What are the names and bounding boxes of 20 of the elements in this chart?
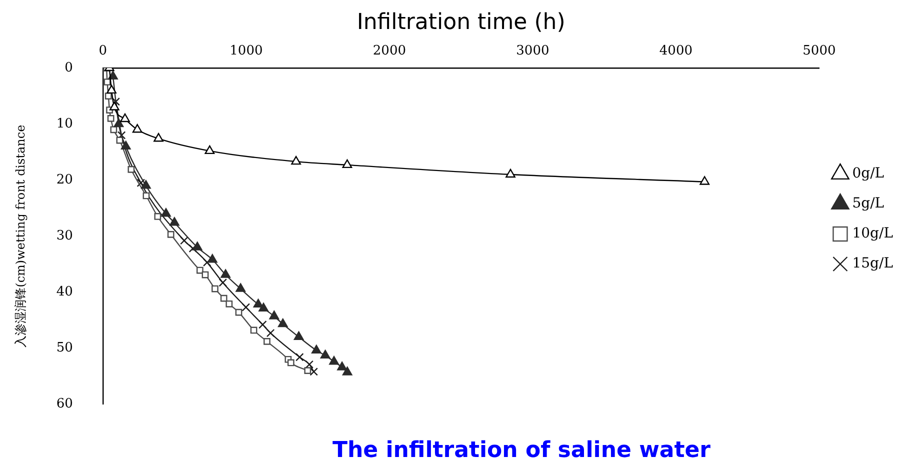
y-tick-label: 50 [56,340,73,356]
legend-label: 10g/L [852,226,894,242]
legend-label: 0g/L [852,166,884,182]
x-tick-label: 4000 [659,44,693,59]
text: The infiltration of saline water [331,437,712,465]
x-tick-label: 0 [98,44,108,59]
y-tick-label: 0 [64,60,73,76]
legend-label: 15g/L [852,256,894,272]
y-tick-label: 40 [56,284,73,300]
legend-label: 5g/L [852,196,884,212]
y-tick-label: 10 [56,116,73,132]
y-tick-label: 30 [56,228,73,244]
x-axis-title: Infiltration time (h) [356,10,566,35]
x-tick-label: 1000 [230,44,263,59]
x-tick-label: 3000 [516,44,550,59]
y-tick-label: 20 [56,172,73,188]
y-tick-label: 60 [56,396,73,412]
x-tick-label: 5000 [802,44,836,59]
y-axis-title: 入渗湿润锋(cm)wetting front distance [13,124,28,348]
x-tick-label: 2000 [372,44,406,59]
